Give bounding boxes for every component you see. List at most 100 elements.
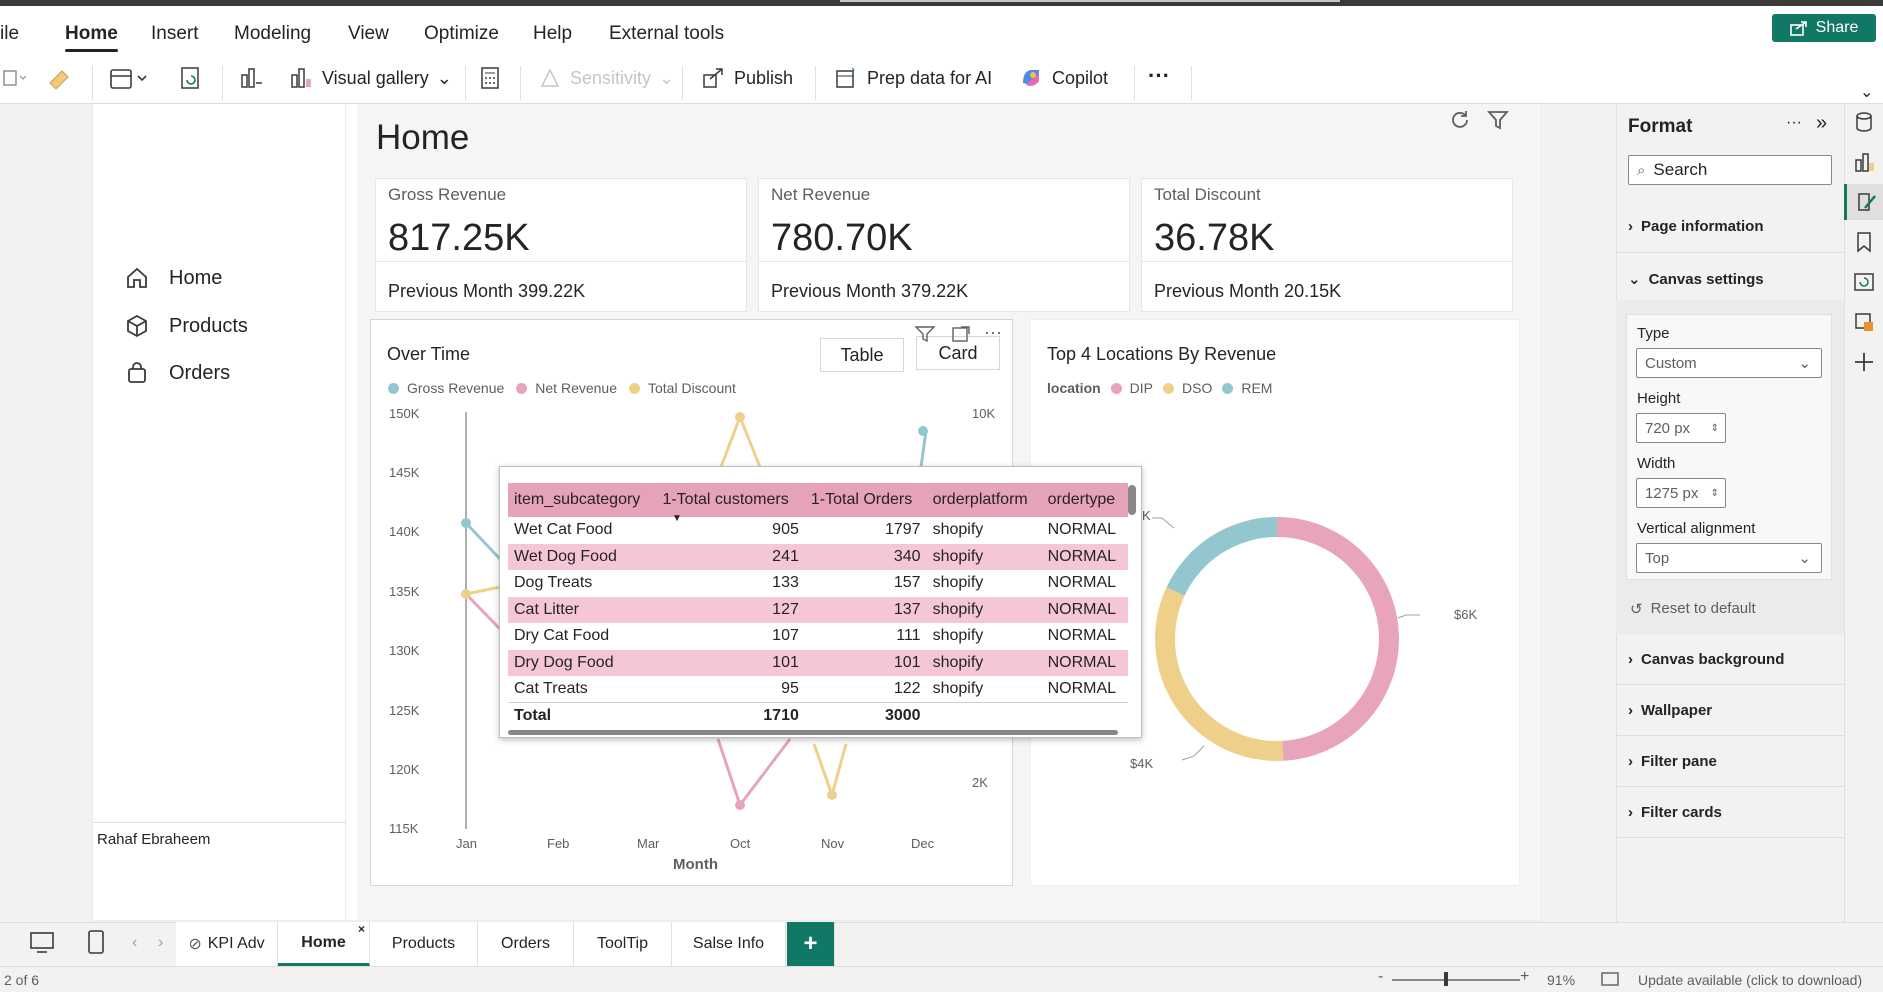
copilot-button[interactable]: Copilot — [1018, 54, 1108, 102]
format-painter-button[interactable] — [46, 54, 72, 102]
collapse-pane-icon[interactable]: » — [1816, 112, 1828, 134]
tab-products[interactable]: Products — [370, 922, 478, 966]
get-data-button[interactable] — [108, 54, 150, 102]
nav-item-home[interactable]: Home — [125, 266, 222, 290]
donut-slice-rem[interactable] — [1166, 517, 1277, 596]
refresh-icon[interactable] — [1448, 108, 1472, 132]
format-more-icon[interactable]: ··· — [1786, 114, 1802, 131]
visual-more-options-icon[interactable]: ··· — [984, 322, 1002, 342]
table-cell: Cat Treats — [514, 680, 588, 697]
stepper-icon[interactable]: ⇕ — [1710, 487, 1719, 499]
more-options-button[interactable]: ··· — [1148, 63, 1170, 88]
menu-view[interactable]: View — [348, 23, 389, 44]
sync-slicers-icon[interactable] — [1852, 270, 1876, 294]
table-row[interactable]: Cat Litter 127 137 shopify NORMAL — [508, 596, 1128, 623]
table-row[interactable]: Cat Treats 95 122 shopify NORMAL — [508, 676, 1128, 703]
calculator-button[interactable] — [478, 54, 502, 102]
data-pane-icon[interactable] — [1852, 110, 1876, 134]
column-header[interactable]: ordertype — [1041, 483, 1128, 517]
filter-icon[interactable] — [1486, 108, 1510, 132]
menu-modeling[interactable]: Modeling — [234, 23, 312, 44]
kpi-card-net-revenue[interactable]: Net Revenue 780.70K Previous Month 379.2… — [758, 178, 1130, 312]
table-row[interactable]: Wet Cat Food 905 1797 shopify NORMAL — [508, 517, 1128, 544]
prep-data-button[interactable]: Prep data for AI — [833, 54, 992, 102]
vertical-scrollbar[interactable] — [1128, 485, 1136, 515]
vertical-alignment-dropdown[interactable]: Top ⌄ — [1636, 543, 1822, 573]
tab-scroll-right-icon[interactable]: › — [158, 934, 164, 951]
tab-home[interactable]: Home × — [278, 922, 370, 966]
format-pane-tab[interactable] — [1844, 184, 1883, 220]
add-pane-icon[interactable] — [1852, 350, 1876, 374]
kpi-card-gross-revenue[interactable]: Gross Revenue 817.25K Previous Month 399… — [375, 178, 747, 312]
stepper-icon[interactable]: ⇕ — [1710, 422, 1719, 434]
fit-to-page-icon[interactable] — [1600, 971, 1620, 987]
nav-item-products[interactable]: Products — [125, 314, 248, 338]
mobile-layout-icon[interactable] — [86, 928, 106, 956]
horizontal-scrollbar[interactable] — [508, 730, 1118, 735]
card-button[interactable]: Card — [916, 336, 1000, 370]
zoom-slider-thumb[interactable] — [1444, 972, 1448, 986]
menu-optimize[interactable]: Optimize — [424, 23, 499, 44]
section-wallpaper[interactable]: › Wallpaper — [1628, 702, 1712, 719]
tab-tooltip[interactable]: ToolTip — [574, 922, 672, 966]
table-cell: shopify — [926, 543, 1042, 570]
column-header[interactable]: 1-Total Orders — [804, 483, 927, 517]
menu-file[interactable]: ile — [0, 23, 20, 44]
width-input[interactable]: 1275 px ⇕ — [1636, 478, 1726, 508]
kpi-card-total-discount[interactable]: Total Discount 36.78K Previous Month 20.… — [1141, 178, 1513, 312]
x-axis-label: Month — [673, 856, 718, 873]
section-canvas-settings[interactable]: ⌄ Canvas settings — [1628, 270, 1764, 289]
y-tick: 130K — [389, 643, 420, 658]
table-row[interactable]: Dry Cat Food 107 111 shopify NORMAL — [508, 623, 1128, 650]
tooltip-table[interactable]: item_subcategory 1-Total customers 1-Tot… — [499, 466, 1142, 738]
desktop-layout-icon[interactable] — [28, 930, 56, 956]
tab-scroll-left-icon[interactable]: ‹ — [132, 934, 138, 951]
table-row[interactable]: Dog Treats 133 157 shopify NORMAL — [508, 570, 1128, 597]
build-visual-icon[interactable] — [1852, 150, 1876, 174]
section-filter-cards[interactable]: › Filter cards — [1628, 804, 1722, 821]
tab-orders[interactable]: Orders — [478, 922, 574, 966]
section-filter-pane[interactable]: › Filter pane — [1628, 753, 1717, 770]
table-button[interactable]: Table — [820, 338, 904, 372]
visual-filter-icon[interactable] — [914, 324, 936, 344]
chevron-down-icon: ⌄ — [436, 67, 452, 88]
zoom-slider[interactable] — [1392, 979, 1520, 981]
share-button[interactable]: Share — [1772, 14, 1876, 42]
zoom-in-icon[interactable]: + — [1520, 968, 1530, 985]
nav-item-orders[interactable]: Orders — [125, 361, 230, 385]
reset-to-default-button[interactable]: ↺ Reset to default — [1630, 600, 1756, 618]
sensitivity-button[interactable]: Sensitivity ⌄ — [538, 54, 674, 102]
update-available-link[interactable]: Update available (click to download) — [1638, 972, 1863, 988]
donut-slice-dso[interactable] — [1155, 587, 1284, 761]
type-dropdown[interactable]: Custom ⌄ — [1636, 348, 1822, 378]
column-header[interactable]: orderplatform — [926, 483, 1042, 517]
table-row[interactable]: Dry Dog Food 101 101 shopify NORMAL — [508, 649, 1128, 676]
ribbon-collapse-icon[interactable]: ⌄ — [1860, 84, 1874, 101]
tab-kpi-adv[interactable]: ⊘ KPI Adv — [176, 922, 278, 966]
tab-salse-info[interactable]: Salse Info — [672, 922, 786, 966]
selection-pane-icon[interactable] — [1852, 310, 1876, 334]
close-tab-icon[interactable]: × — [357, 922, 365, 936]
column-header[interactable]: item_subcategory — [508, 483, 657, 517]
menu-home[interactable]: Home — [65, 16, 118, 52]
paste-button[interactable] — [2, 54, 26, 102]
column-header[interactable]: 1-Total customers — [656, 483, 805, 517]
menu-external-tools[interactable]: External tools — [609, 23, 725, 44]
focus-mode-icon[interactable] — [950, 324, 972, 344]
table-cell: 122 — [893, 680, 921, 697]
menu-help[interactable]: Help — [533, 23, 573, 44]
zoom-out-icon[interactable]: - — [1378, 968, 1384, 985]
table-row[interactable]: Wet Dog Food 241 340 shopify NORMAL — [508, 543, 1128, 570]
add-page-button[interactable]: + — [787, 922, 835, 966]
menu-insert[interactable]: Insert — [151, 23, 199, 44]
format-search-input[interactable]: ⌕ Search — [1628, 155, 1832, 185]
refresh-button[interactable] — [178, 54, 204, 102]
bookmark-icon[interactable] — [1852, 230, 1876, 254]
new-visual-button[interactable] — [238, 54, 264, 102]
publish-button[interactable]: Publish — [700, 54, 793, 102]
height-input[interactable]: 720 px ⇕ — [1636, 413, 1726, 443]
donut-slice-dip[interactable] — [1277, 517, 1399, 761]
section-canvas-background[interactable]: › Canvas background — [1628, 651, 1784, 668]
visual-gallery-button[interactable]: Visual gallery ⌄ — [288, 54, 452, 102]
section-page-information[interactable]: › Page information — [1628, 218, 1764, 235]
